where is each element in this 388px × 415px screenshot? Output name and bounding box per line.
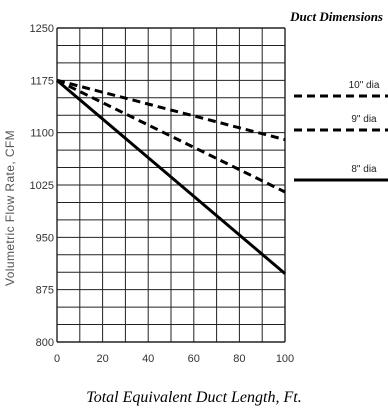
chart-title: Duct Dimensions <box>289 9 383 24</box>
x-tick-label: 100 <box>276 353 294 365</box>
x-tick-label: 20 <box>96 353 108 365</box>
y-tick-label: 1100 <box>30 128 54 140</box>
x-tick-label: 80 <box>233 353 245 365</box>
legend-label: 8" dia <box>351 164 377 175</box>
chart-grid <box>56 27 286 343</box>
y-tick-label: 1175 <box>30 75 54 87</box>
series-line-1 <box>56 78 286 194</box>
y-tick-label: 875 <box>36 285 54 297</box>
series-line-2 <box>56 79 286 275</box>
x-tick-label: 0 <box>54 353 60 365</box>
legend: 10" dia 9" dia 8" dia <box>294 80 388 182</box>
chart-series <box>56 78 286 275</box>
series-line-0 <box>56 78 286 142</box>
legend-label: 9" dia <box>351 114 377 125</box>
x-tick-label: 60 <box>188 353 200 365</box>
y-tick-label: 1250 <box>30 23 54 35</box>
y-tick-label: 800 <box>36 337 54 349</box>
legend-panel <box>287 27 388 222</box>
x-tick-labels: 0 20 40 60 80 100 <box>54 353 294 365</box>
x-axis-label: Total Equivalent Duct Length, Ft. <box>86 389 301 406</box>
y-tick-label: 1025 <box>30 180 54 192</box>
x-tick-label: 40 <box>142 353 154 365</box>
y-tick-label: 950 <box>36 232 54 244</box>
legend-label: 10" dia <box>349 80 380 91</box>
y-axis-label: Volumetric Flow Rate, CFM <box>3 130 17 286</box>
y-tick-labels: 800 875 950 1025 1100 1175 1250 <box>30 23 54 349</box>
